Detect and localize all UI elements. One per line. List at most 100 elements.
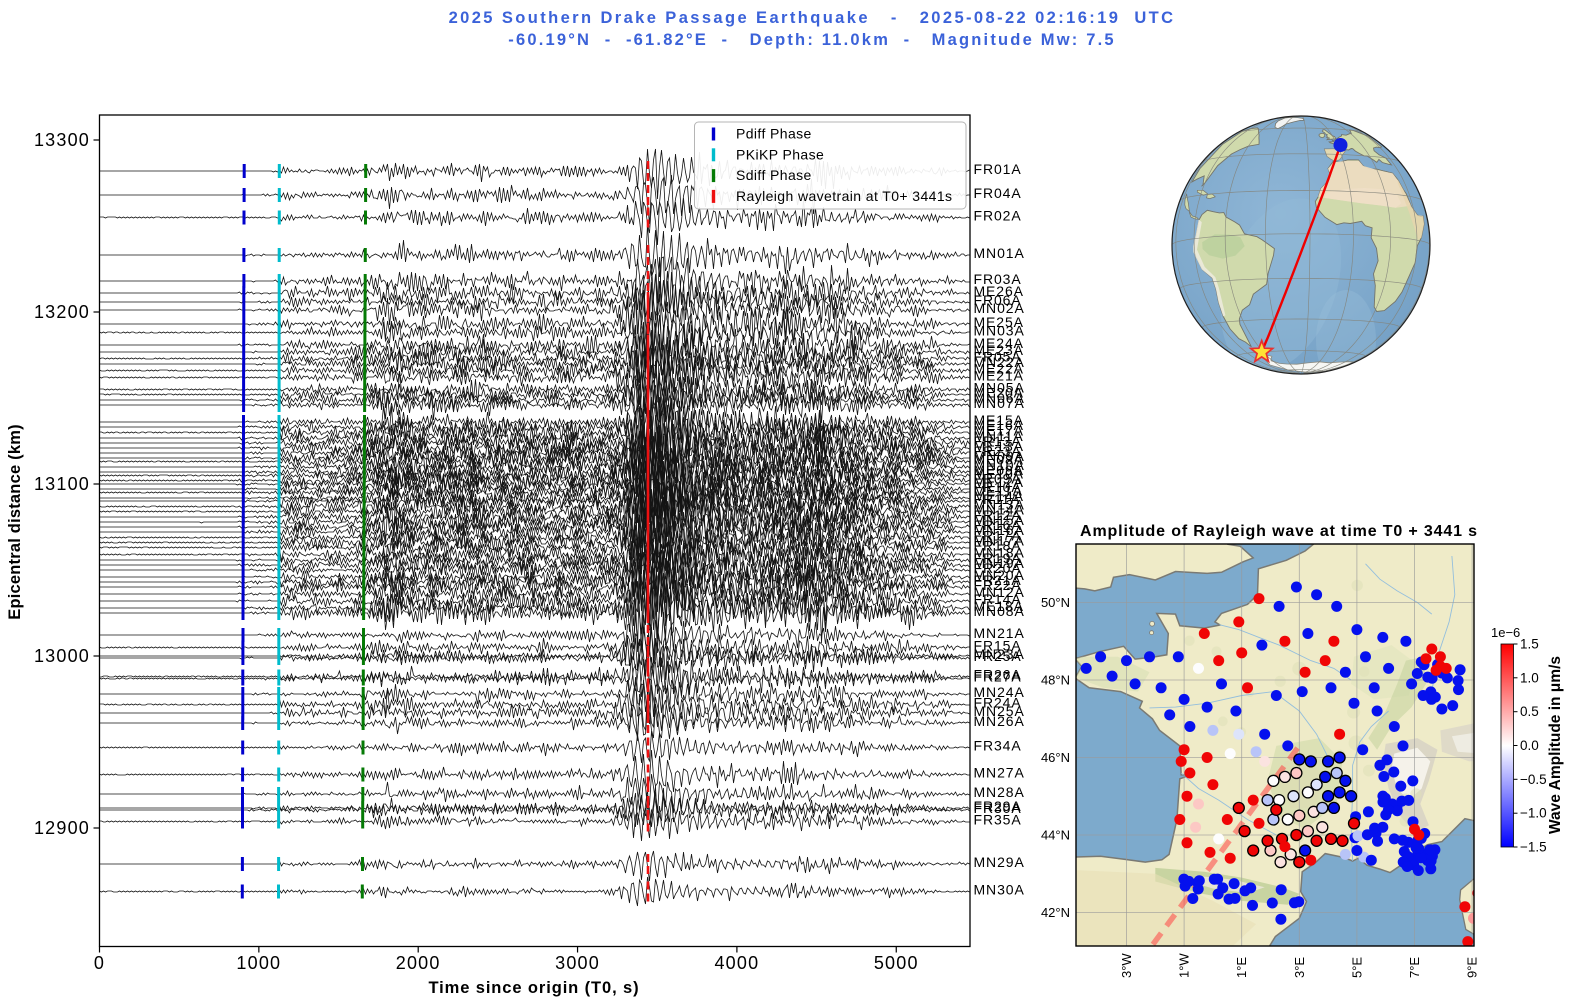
- svg-text:FR13A: FR13A: [974, 433, 1022, 449]
- svg-text:FR34A: FR34A: [974, 738, 1022, 754]
- svg-text:MN14A: MN14A: [974, 502, 1025, 518]
- svg-text:FR27A: FR27A: [974, 669, 1022, 685]
- svg-text:ME12A: ME12A: [974, 474, 1024, 490]
- svg-text:MN24A: MN24A: [974, 684, 1025, 700]
- svg-text:3°W: 3°W: [1119, 953, 1134, 978]
- svg-text:FR26A: FR26A: [974, 667, 1022, 683]
- svg-text:3000: 3000: [555, 953, 600, 973]
- svg-text:FR06A: FR06A: [974, 292, 1022, 308]
- svg-text:ME10A: ME10A: [974, 466, 1024, 482]
- svg-text:FR25A: FR25A: [974, 648, 1022, 664]
- svg-text:1°W: 1°W: [1177, 953, 1192, 978]
- svg-text:0: 0: [94, 953, 105, 973]
- svg-text:FR35A: FR35A: [974, 812, 1022, 828]
- svg-text:MN11A: MN11A: [974, 428, 1024, 444]
- svg-text:ME21A: ME21A: [974, 368, 1024, 384]
- svg-text:13000: 13000: [34, 646, 90, 666]
- svg-text:MN03A: MN03A: [974, 323, 1025, 339]
- svg-text:MN01A: MN01A: [974, 245, 1025, 261]
- svg-text:9°E: 9°E: [1465, 957, 1480, 978]
- svg-text:−0.5: −0.5: [1520, 772, 1547, 787]
- svg-text:−1.0: −1.0: [1520, 806, 1547, 821]
- svg-text:MN08A: MN08A: [974, 603, 1025, 619]
- svg-text:MN29A: MN29A: [974, 854, 1025, 870]
- svg-text:ME11A: ME11A: [974, 483, 1023, 499]
- svg-text:FR17A: FR17A: [974, 528, 1022, 544]
- svg-text:ME14A: ME14A: [974, 488, 1024, 504]
- svg-text:FR04A: FR04A: [974, 185, 1022, 201]
- svg-text:MN07A: MN07A: [974, 395, 1025, 411]
- svg-text:FR19A: FR19A: [974, 550, 1022, 566]
- svg-text:0.0: 0.0: [1520, 738, 1539, 753]
- svg-text:FR03A: FR03A: [974, 271, 1022, 287]
- svg-text:ME25A: ME25A: [974, 314, 1024, 330]
- svg-text:MN21A: MN21A: [974, 625, 1025, 641]
- svg-text:13200: 13200: [34, 302, 90, 322]
- svg-text:MN23A: MN23A: [974, 646, 1025, 662]
- svg-text:0.5: 0.5: [1520, 704, 1539, 719]
- svg-text:50°N: 50°N: [1041, 595, 1070, 610]
- svg-text:MN17A: MN17A: [974, 533, 1025, 549]
- svg-text:MN22A: MN22A: [974, 354, 1025, 370]
- svg-text:-60.19°N - -61.82°E - Dep: -60.19°N - -61.82°E - Depth: 11.0km - Ma…: [508, 31, 1116, 49]
- svg-text:FR09A: FR09A: [974, 471, 1022, 487]
- svg-text:ME09A: ME09A: [974, 462, 1024, 478]
- svg-text:ME17A: ME17A: [974, 423, 1024, 439]
- svg-text:12900: 12900: [34, 818, 90, 838]
- svg-text:1.0: 1.0: [1520, 670, 1539, 685]
- svg-text:FR16A: FR16A: [974, 517, 1022, 533]
- svg-text:FR01A: FR01A: [974, 161, 1022, 177]
- svg-text:FR02A: FR02A: [974, 208, 1022, 224]
- svg-text:MN15A: MN15A: [974, 512, 1025, 528]
- svg-text:ME13A: ME13A: [974, 438, 1024, 454]
- svg-text:ME15A: ME15A: [974, 412, 1024, 428]
- svg-text:MN16A: MN16A: [974, 522, 1025, 538]
- svg-text:1e−6: 1e−6: [1491, 625, 1520, 640]
- svg-text:13100: 13100: [34, 474, 90, 494]
- svg-text:FR30A: FR30A: [974, 800, 1022, 816]
- svg-text:MN20A: MN20A: [974, 567, 1025, 583]
- svg-text:FR12A: FR12A: [974, 507, 1022, 523]
- svg-text:MN18A: MN18A: [974, 545, 1025, 561]
- svg-text:1°E: 1°E: [1234, 957, 1249, 978]
- svg-text:2025 Southern Drake Passage Ea: 2025 Southern Drake Passage Earthquake -…: [449, 9, 1176, 27]
- svg-text:PKiKP Phase: PKiKP Phase: [736, 146, 824, 162]
- svg-text:ME16A: ME16A: [974, 417, 1024, 433]
- svg-text:1.5: 1.5: [1520, 637, 1539, 652]
- svg-text:Pdiff Phase: Pdiff Phase: [736, 126, 812, 142]
- svg-text:ME23A: ME23A: [974, 342, 1024, 358]
- svg-text:Sdiff Phase: Sdiff Phase: [736, 167, 812, 183]
- svg-text:7°E: 7°E: [1407, 957, 1422, 978]
- svg-text:5000: 5000: [874, 953, 919, 973]
- svg-text:FR15A: FR15A: [974, 638, 1022, 654]
- svg-text:MN06A: MN06A: [974, 390, 1025, 406]
- svg-text:FR14A: FR14A: [974, 591, 1022, 607]
- svg-text:13300: 13300: [34, 130, 90, 150]
- svg-text:42°N: 42°N: [1041, 905, 1070, 920]
- svg-text:ME24A: ME24A: [974, 335, 1024, 351]
- svg-text:FR21A: FR21A: [974, 572, 1022, 588]
- svg-text:Epicentral distance (km): Epicentral distance (km): [6, 424, 24, 620]
- svg-text:1000: 1000: [236, 953, 281, 973]
- svg-text:5°E: 5°E: [1349, 957, 1364, 978]
- svg-text:MN19A: MN19A: [974, 555, 1025, 571]
- svg-text:Rayleigh wavetrain at T0+ 3441: Rayleigh wavetrain at T0+ 3441s: [736, 188, 952, 204]
- svg-text:46°N: 46°N: [1041, 750, 1070, 765]
- svg-text:MN25A: MN25A: [974, 703, 1025, 719]
- svg-text:FR24A: FR24A: [974, 695, 1022, 711]
- svg-text:Amplitude of Rayleigh wave at: Amplitude of Rayleigh wave at time T0 + …: [1080, 523, 1478, 540]
- svg-text:ME22A: ME22A: [974, 361, 1024, 377]
- svg-text:MN09A: MN09A: [974, 448, 1025, 464]
- svg-text:ME26A: ME26A: [974, 283, 1024, 299]
- svg-text:MN27A: MN27A: [974, 765, 1025, 781]
- svg-text:ME08A: ME08A: [974, 452, 1024, 468]
- svg-text:Wave Amplitude in μm/s: Wave Amplitude in μm/s: [1547, 656, 1564, 834]
- svg-text:FR05A: FR05A: [974, 349, 1022, 365]
- svg-text:FR18A: FR18A: [974, 538, 1022, 554]
- svg-text:MN05A: MN05A: [974, 380, 1025, 396]
- svg-text:4000: 4000: [714, 953, 759, 973]
- svg-text:Time since origin (T0, s): Time since origin (T0, s): [428, 979, 639, 997]
- svg-text:FR23A: FR23A: [974, 443, 1022, 459]
- svg-text:MN02A: MN02A: [974, 300, 1025, 316]
- svg-text:MN10A: MN10A: [974, 457, 1025, 473]
